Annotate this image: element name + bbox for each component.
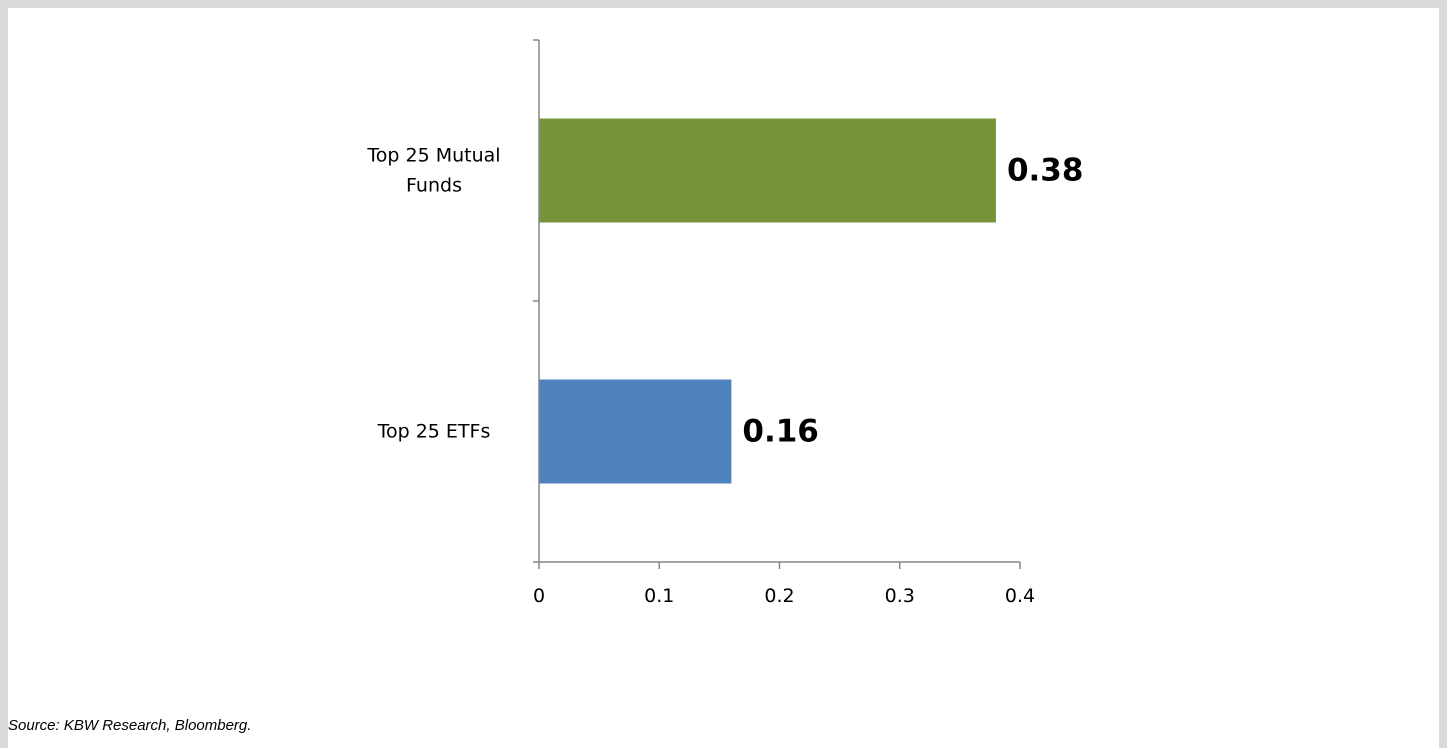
data-label-1: 0.38 [1007,153,1083,189]
labels-layer: 0.38 Top 25 Mutual Funds 0.16 Top 25 ETFs 0 0.… [366,145,1083,608]
bar-1 [539,118,996,223]
bar-2 [539,379,732,484]
x-tick-label-3: 0.3 [885,585,915,607]
x-tick-label-4: 0.4 [1005,585,1035,607]
x-tick-label-1: 0.1 [644,585,674,607]
data-label-2: 0.16 [742,414,819,450]
axes-layer [533,39,1021,569]
x-tick-label-2: 0.2 [764,585,794,607]
x-tick-label-0: 0 [533,585,545,607]
category-label-1: Top 25 Mutual Funds [366,145,500,197]
category-label-2: Top 25 ETFs [377,421,491,443]
bars-layer [539,118,996,484]
source-note: Source: KBW Research, Bloomberg. [8,717,252,734]
